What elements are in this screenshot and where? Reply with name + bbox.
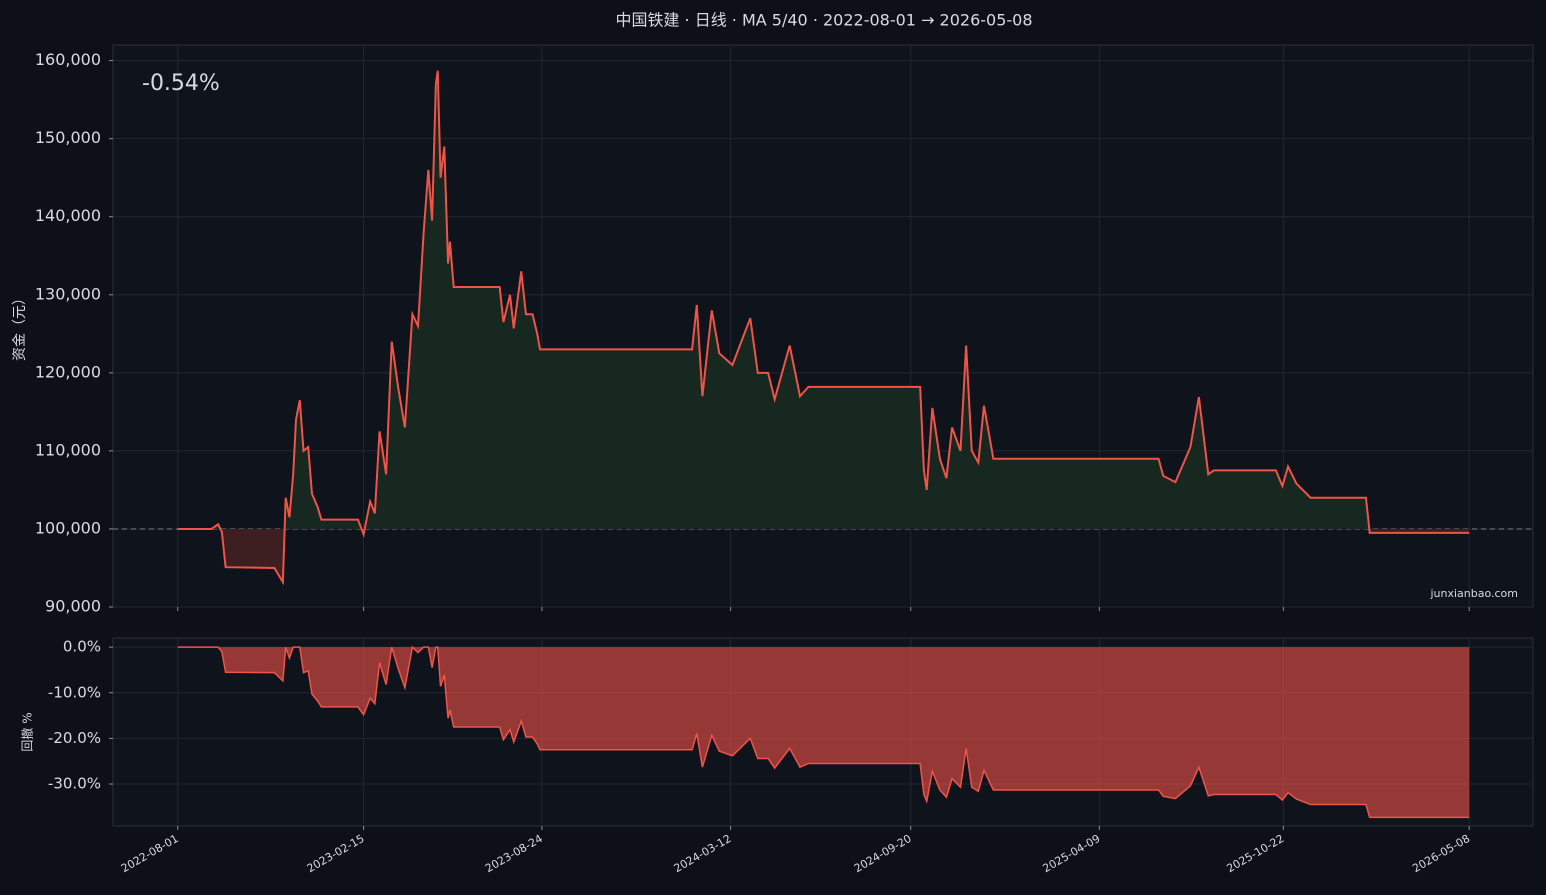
y-tick-label: -10.0% <box>48 683 101 701</box>
y-tick-label: 130,000 <box>35 284 101 303</box>
y-tick-label: 150,000 <box>35 128 101 147</box>
y-tick-label: 90,000 <box>45 597 101 616</box>
y-tick-label: 160,000 <box>35 50 101 69</box>
return-annotation: -0.54% <box>142 71 220 96</box>
y-tick-label: 120,000 <box>35 362 101 381</box>
y-axis-label: 资金（元） <box>12 291 28 361</box>
y-tick-label: -30.0% <box>48 775 101 793</box>
y-tick-label: 100,000 <box>35 518 101 537</box>
y-tick-label: 110,000 <box>35 440 101 459</box>
drawdown-area <box>177 647 1470 818</box>
y-tick-label: -20.0% <box>48 729 101 747</box>
y-tick-label: 0.0% <box>63 638 101 656</box>
watermark: junxianbao.com <box>1429 587 1518 600</box>
y-tick-label: 140,000 <box>35 206 101 225</box>
y-axis-label: 回撤 % <box>20 712 35 751</box>
chart-title: 中国铁建 · 日线 · MA 5/40 · 2022-08-01 → 2026-… <box>615 11 1032 30</box>
equity-line <box>177 70 1470 586</box>
gain-area <box>177 70 1470 529</box>
drawdown-line <box>177 645 1470 819</box>
